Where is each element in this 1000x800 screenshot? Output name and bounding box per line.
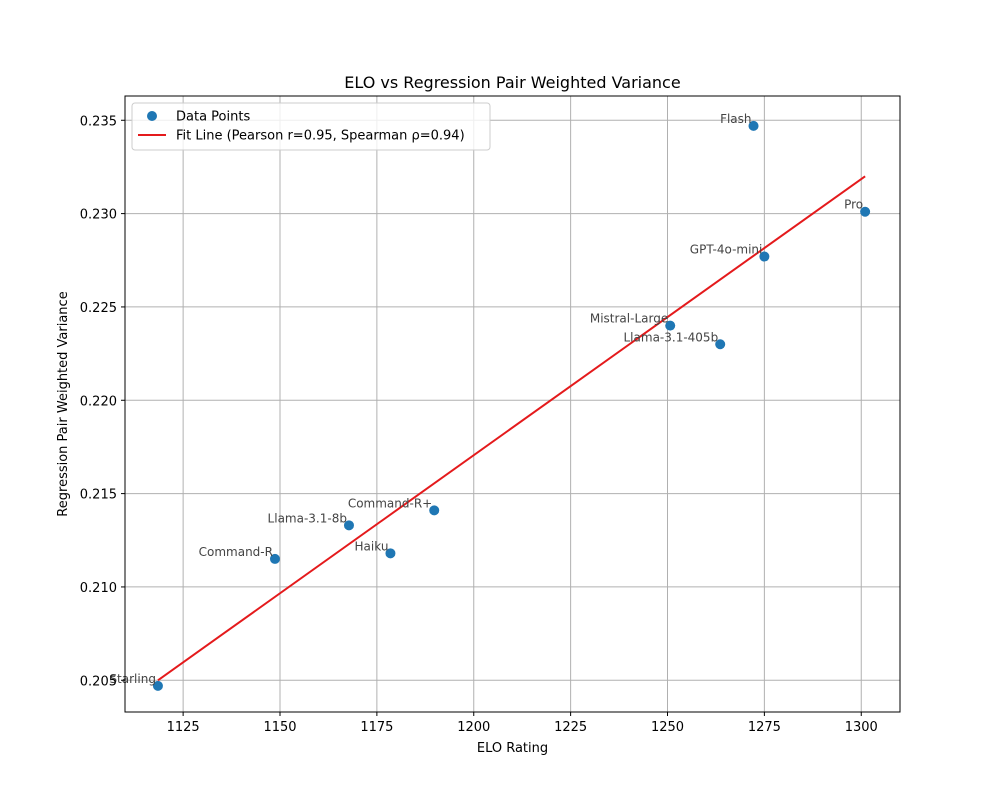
- fit-line: [157, 175, 866, 682]
- point-label: GPT-4o-mini: [690, 243, 763, 257]
- y-tick-label: 0.225: [80, 301, 117, 316]
- x-tick-label: 1275: [748, 720, 781, 735]
- legend-label-fit-line: Fit Line (Pearson r=0.95, Spearman ρ=0.9…: [176, 129, 465, 144]
- point-label: Haiku: [355, 539, 389, 553]
- y-tick-label: 0.235: [80, 114, 117, 129]
- plot-area: [125, 96, 900, 712]
- data-point: [860, 206, 871, 217]
- data-point: [343, 520, 354, 531]
- x-tick-label: 1125: [167, 720, 200, 735]
- point-labels-layer: Starling Command-R Llama-3.1-8b Haiku Comman…: [109, 112, 863, 686]
- y-tick-label: 0.210: [80, 581, 117, 596]
- data-point: [759, 251, 770, 262]
- x-tick-label: 1225: [554, 720, 587, 735]
- legend-marker-data-points: [147, 111, 157, 121]
- point-label: Llama-3.1-405b: [624, 330, 719, 344]
- x-tick-label: 1150: [263, 720, 296, 735]
- data-point: [748, 120, 759, 131]
- data-point: [665, 320, 676, 331]
- x-axis-ticks: 1125 1150 1175 1200 1225 1250 1275 1300: [167, 712, 878, 735]
- x-tick-label: 1300: [845, 720, 878, 735]
- x-tick-label: 1200: [457, 720, 490, 735]
- y-tick-label: 0.215: [80, 488, 117, 503]
- data-point: [715, 339, 726, 350]
- x-tick-label: 1250: [651, 720, 684, 735]
- grid-lines: [125, 96, 900, 712]
- legend: Data Points Fit Line (Pearson r=0.95, Sp…: [131, 102, 491, 151]
- point-label: Pro: [844, 198, 863, 212]
- point-label: Llama-3.1-8b: [268, 511, 347, 525]
- data-point: [152, 680, 163, 691]
- data-point: [429, 505, 440, 516]
- chart-title: ELO vs Regression Pair Weighted Variance: [344, 73, 680, 92]
- point-label: Mistral-Large: [590, 312, 668, 326]
- fit-line-layer: [157, 175, 866, 682]
- point-label: Starling: [109, 672, 156, 686]
- legend-box: [131, 102, 491, 151]
- y-tick-label: 0.230: [80, 208, 117, 223]
- y-axis-ticks: 0.205 0.210 0.215 0.220 0.225 0.230 0.235: [80, 114, 125, 689]
- data-points-layer: [152, 120, 871, 691]
- point-label: Command-R: [199, 545, 273, 559]
- data-point: [385, 548, 396, 559]
- x-axis-title: ELO Rating: [477, 741, 548, 756]
- y-axis-title: Regression Pair Weighted Variance: [56, 291, 71, 516]
- legend-label-data-points: Data Points: [176, 110, 250, 125]
- y-tick-label: 0.205: [80, 674, 117, 689]
- y-tick-label: 0.220: [80, 394, 117, 409]
- point-label: Command-R+: [348, 496, 432, 510]
- plot-frame: [124, 95, 901, 713]
- data-point: [269, 553, 280, 564]
- x-tick-label: 1175: [360, 720, 393, 735]
- point-label: Flash: [720, 112, 751, 126]
